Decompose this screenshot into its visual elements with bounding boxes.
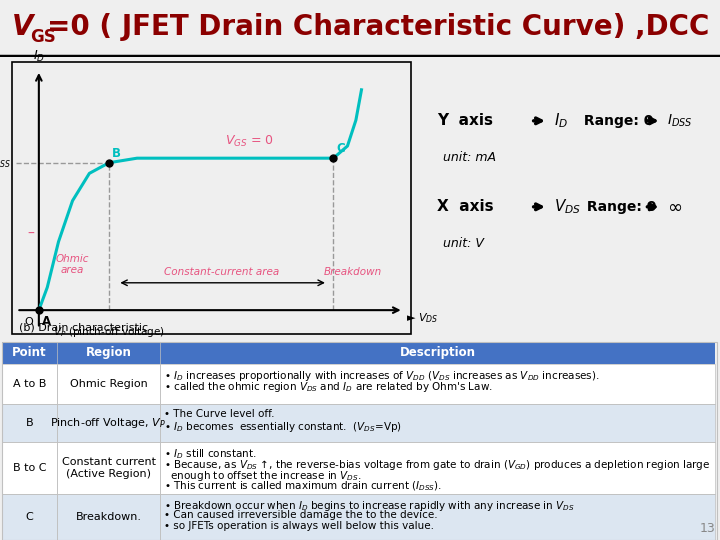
FancyBboxPatch shape bbox=[57, 341, 160, 363]
Text: • Breakdown occur when $I_D$ begins to increase rapidly with any increase in $V_: • Breakdown occur when $I_D$ begins to i… bbox=[164, 499, 575, 513]
Text: B to C: B to C bbox=[13, 463, 46, 473]
Text: • $I_D$ increases proportionally with increases of $V_{DD}$ ($V_{DS}$ increases : • $I_D$ increases proportionally with in… bbox=[164, 369, 600, 382]
Text: $V_{GS}$ = 0: $V_{GS}$ = 0 bbox=[225, 134, 274, 149]
Text: • Can caused irreversible damage the to the device.: • Can caused irreversible damage the to … bbox=[164, 510, 438, 520]
Text: O: O bbox=[24, 318, 34, 327]
FancyBboxPatch shape bbox=[2, 404, 57, 442]
Text: Constant-current area: Constant-current area bbox=[163, 267, 279, 276]
Text: V: V bbox=[12, 13, 34, 41]
FancyBboxPatch shape bbox=[57, 404, 160, 442]
Text: –: – bbox=[27, 227, 34, 241]
FancyBboxPatch shape bbox=[160, 363, 715, 404]
Text: Ohmic
area: Ohmic area bbox=[55, 254, 89, 275]
Text: Breakdown: Breakdown bbox=[324, 267, 382, 277]
FancyBboxPatch shape bbox=[57, 442, 160, 494]
Text: • This current is called maximum drain current ($I_{DSS}$).: • This current is called maximum drain c… bbox=[164, 480, 442, 494]
Text: Pinch-off Voltage, $V_P$: Pinch-off Voltage, $V_P$ bbox=[50, 416, 166, 430]
Text: $V_P$ (pinch-off voltage): $V_P$ (pinch-off voltage) bbox=[53, 325, 165, 339]
Text: $I_{DSS}$: $I_{DSS}$ bbox=[667, 113, 693, 129]
Text: $I_D$: $I_D$ bbox=[33, 49, 45, 64]
FancyBboxPatch shape bbox=[2, 442, 57, 494]
Text: Constant current
(Active Region): Constant current (Active Region) bbox=[61, 457, 156, 478]
Text: Point: Point bbox=[12, 346, 47, 359]
FancyBboxPatch shape bbox=[160, 404, 715, 442]
Text: • $I_D$ still constant.: • $I_D$ still constant. bbox=[164, 447, 256, 461]
Text: $I_D$: $I_D$ bbox=[554, 111, 567, 130]
Text: $I_{DSS}$: $I_{DSS}$ bbox=[0, 156, 11, 170]
Text: Breakdown.: Breakdown. bbox=[76, 512, 142, 522]
Text: • $I_D$ becomes  essentially constant.  ($V_{DS}$=Vp): • $I_D$ becomes essentially constant. ($… bbox=[164, 420, 402, 434]
FancyBboxPatch shape bbox=[2, 363, 57, 404]
Text: A: A bbox=[42, 315, 51, 328]
Text: $V_{DS}$: $V_{DS}$ bbox=[554, 198, 580, 216]
Text: GS: GS bbox=[30, 29, 56, 46]
Text: C: C bbox=[26, 512, 33, 522]
FancyBboxPatch shape bbox=[2, 494, 57, 540]
Text: • The Curve level off.: • The Curve level off. bbox=[164, 409, 274, 419]
Text: (b) Drain characteristic: (b) Drain characteristic bbox=[19, 323, 148, 333]
FancyBboxPatch shape bbox=[160, 341, 715, 363]
FancyBboxPatch shape bbox=[2, 341, 57, 363]
Text: Range: 0: Range: 0 bbox=[579, 114, 658, 128]
Text: enough to offset the increase in $V_{DS}$.: enough to offset the increase in $V_{DS}… bbox=[164, 469, 361, 483]
Text: • so JFETs operation is always well below this value.: • so JFETs operation is always well belo… bbox=[164, 521, 434, 531]
Text: B: B bbox=[26, 418, 33, 428]
Text: X  axis: X axis bbox=[437, 199, 493, 214]
Text: Y  axis: Y axis bbox=[437, 113, 493, 129]
Text: Range: 0: Range: 0 bbox=[582, 200, 657, 214]
Text: unit: mA: unit: mA bbox=[443, 151, 495, 164]
FancyBboxPatch shape bbox=[160, 494, 715, 540]
Text: ► $V_{DS}$: ► $V_{DS}$ bbox=[406, 311, 438, 325]
Text: Region: Region bbox=[86, 346, 132, 359]
Text: unit: V: unit: V bbox=[443, 237, 484, 250]
Text: 13: 13 bbox=[699, 522, 715, 535]
FancyBboxPatch shape bbox=[57, 494, 160, 540]
Text: $\infty$: $\infty$ bbox=[667, 198, 683, 216]
Text: C: C bbox=[336, 142, 345, 155]
Text: • Because, as $V_{DS}$ ↑, the reverse-bias voltage from gate to drain ($V_{GD}$): • Because, as $V_{DS}$ ↑, the reverse-bi… bbox=[164, 458, 710, 472]
Text: =0 ( JFET Drain Characteristic Curve) ,DCC: =0 ( JFET Drain Characteristic Curve) ,D… bbox=[47, 13, 709, 41]
FancyBboxPatch shape bbox=[160, 442, 715, 494]
Text: A to B: A to B bbox=[13, 379, 46, 389]
Text: B: B bbox=[112, 147, 121, 160]
Text: • called the ohmic region $V_{DS}$ and $I_D$ are related by Ohm's Law.: • called the ohmic region $V_{DS}$ and $… bbox=[164, 380, 492, 394]
Text: Description: Description bbox=[400, 346, 475, 359]
FancyBboxPatch shape bbox=[57, 363, 160, 404]
Text: Ohmic Region: Ohmic Region bbox=[70, 379, 148, 389]
